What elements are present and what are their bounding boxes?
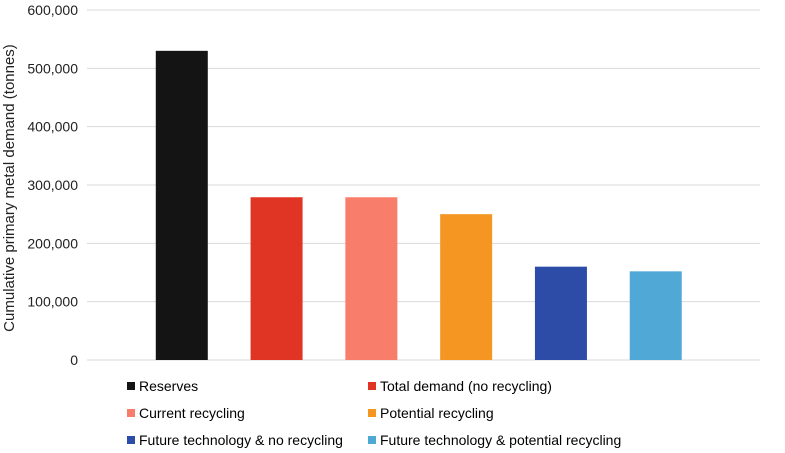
legend-swatch: [368, 382, 376, 390]
y-axis-label: Cumulative primary metal demand (tonnes): [1, 44, 18, 332]
y-tick-labels: 0 100,000 200,000 300,000 400,000 500,000 600,…: [27, 2, 78, 368]
legend-swatch: [368, 436, 376, 444]
legend-swatch: [127, 382, 135, 390]
legend-item: Current recycling: [127, 405, 245, 421]
y-tick-label: 300,000: [27, 177, 78, 193]
legend-swatch: [127, 436, 135, 444]
y-tick-label: 0: [70, 352, 78, 368]
bar-future-technology-potential-recycling: [629, 271, 682, 360]
legend-label: Future technology & no recycling: [139, 432, 343, 448]
legend-label: Future technology & potential recycling: [380, 432, 622, 448]
bar-current-recycling: [345, 197, 398, 360]
legend-label: Total demand (no recycling): [380, 378, 552, 394]
legend-item: Future technology & no recycling: [127, 432, 343, 448]
legend-item: Reserves: [127, 378, 198, 394]
bars: [155, 50, 682, 360]
bar-potential-recycling: [440, 214, 493, 360]
legend-item: Total demand (no recycling): [368, 378, 552, 394]
legend-swatch: [368, 409, 376, 417]
y-tick-label: 200,000: [27, 235, 78, 251]
y-tick-label: 100,000: [27, 294, 78, 310]
y-tick-label: 500,000: [27, 60, 78, 76]
y-tick-label: 600,000: [27, 2, 78, 18]
y-tick-label: 400,000: [27, 119, 78, 135]
legend-label: Current recycling: [139, 405, 245, 421]
bar-future-technology-no-recycling: [534, 266, 587, 360]
bar-reserves: [155, 50, 208, 360]
legend-swatch: [127, 409, 135, 417]
legend-item: Future technology & potential recycling: [368, 432, 621, 448]
legend-item: Potential recycling: [368, 405, 494, 421]
legend-label: Reserves: [139, 378, 199, 394]
legend-label: Potential recycling: [380, 405, 494, 421]
bar-total-demand-no-recycling: [250, 197, 303, 360]
